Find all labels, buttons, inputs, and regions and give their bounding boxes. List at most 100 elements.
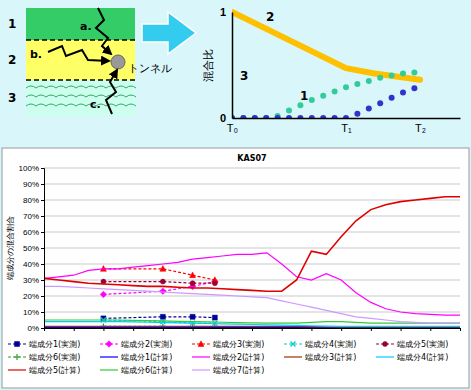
legend-marker: [198, 341, 204, 347]
tick-mark: [163, 328, 164, 331]
series-point: [100, 291, 107, 298]
tick: [311, 328, 312, 331]
legend-swatch: [192, 369, 210, 370]
series-point: [411, 85, 417, 91]
legend-entry: 端成分3(実測): [192, 340, 264, 349]
series-point: [252, 115, 258, 118]
series-label: 2: [266, 10, 274, 24]
series-point: [377, 100, 383, 106]
legend-marker: [291, 342, 296, 347]
tick-label: T₂: [415, 122, 426, 134]
tick-mark: [222, 328, 223, 331]
series-point: [297, 102, 303, 108]
series-line: [103, 282, 214, 284]
wave: [26, 86, 136, 88]
axis-line: [41, 169, 45, 329]
tick: [430, 328, 431, 331]
x-axis: T₀T₁T₂: [227, 118, 461, 134]
legend-label: 端成分5(計算): [29, 366, 80, 375]
series-point: [297, 115, 303, 118]
path-label: a.: [80, 20, 92, 33]
series-point: [160, 266, 166, 272]
tick-mark: [41, 264, 44, 265]
tick: 70%: [23, 212, 44, 221]
legend-entry: 端成分5(実測): [376, 340, 448, 349]
tick: [371, 328, 372, 331]
tick-label: 0%: [27, 324, 39, 333]
layer-boundary: [26, 39, 135, 41]
series-point: [240, 115, 246, 118]
legend-marker: [106, 341, 113, 348]
legend-label: 端成分3(実測): [213, 340, 264, 349]
axis-line: [45, 329, 461, 332]
legend-label: 端成分4(計算): [397, 353, 448, 362]
grid-line: [44, 200, 460, 201]
tick-label: 0: [220, 112, 226, 124]
schematic-chart: 23101T₀T₁T₂混合比: [202, 6, 461, 134]
tick-mark: [341, 328, 342, 331]
legend-label: 端成分6(実測): [29, 353, 80, 362]
tick-mark: [74, 328, 75, 331]
series-point: [263, 115, 269, 118]
legend-entry: 端成分2(計算): [192, 353, 264, 362]
tick-mark: [41, 328, 44, 329]
legend-entry: 端成分2(実測): [100, 340, 172, 349]
legend-swatch: [376, 356, 394, 357]
tick: 60%: [23, 228, 44, 237]
series-point: [332, 115, 338, 118]
page: 123a.b.c.トンネル23101T₀T₁T₂混合比0%10%20%30%40…: [0, 0, 471, 390]
series-point: [377, 75, 383, 81]
legend-label: 端成分6(計算): [121, 366, 172, 375]
axis-line: [232, 13, 234, 119]
series-point: [400, 90, 406, 96]
wave: [26, 104, 136, 106]
tick: T₁: [341, 118, 352, 134]
tick-label: 60%: [23, 228, 39, 237]
series-point: [411, 69, 417, 75]
tick: 80%: [23, 196, 44, 205]
series-point: [354, 111, 360, 117]
tick-mark: [41, 200, 44, 201]
series-point: [366, 105, 372, 111]
tick-label: 40%: [23, 260, 39, 269]
tick-label: 100%: [19, 164, 39, 173]
series-point: [389, 95, 395, 101]
tick-label: 1: [220, 6, 226, 18]
series-point: [263, 115, 269, 118]
series-point: [309, 97, 315, 103]
wave: [26, 95, 136, 97]
tick-mark: [41, 216, 44, 217]
tick: [133, 328, 134, 331]
series-point: [343, 84, 349, 90]
series-line: [44, 327, 460, 328]
legend-entry: 端成分1(実測): [8, 340, 80, 349]
series-point: [354, 81, 360, 87]
layer: [26, 80, 135, 116]
tick-mark: [41, 168, 44, 169]
tick: 40%: [23, 260, 44, 269]
legend-label: 端成分5(実測): [397, 340, 448, 349]
legend-entry: 端成分6(計算): [100, 366, 172, 375]
tick: 30%: [23, 276, 44, 285]
series-point: [190, 281, 195, 286]
series-point: [389, 73, 395, 79]
legend-swatch: [192, 356, 210, 357]
series-point: [286, 108, 292, 114]
series-line: [232, 12, 420, 80]
tick: [103, 328, 104, 331]
tick-mark: [103, 328, 104, 331]
layer-label: 1: [8, 17, 16, 31]
legend-label: 端成分3(計算): [305, 353, 356, 362]
legend-entry: 端成分3(計算): [284, 353, 356, 362]
tunnel-label: トンネル: [128, 62, 172, 75]
tick: [44, 328, 45, 331]
tick-mark: [44, 328, 45, 331]
legend-entry: 端成分7(計算): [192, 366, 264, 375]
tick: [222, 328, 223, 331]
plot-marks: [232, 12, 420, 118]
legend-label: 端成分7(計算): [213, 366, 264, 375]
tick-label: 30%: [23, 276, 39, 285]
series-point: [320, 93, 326, 99]
series-point: [240, 115, 246, 118]
tick-mark: [41, 280, 44, 281]
